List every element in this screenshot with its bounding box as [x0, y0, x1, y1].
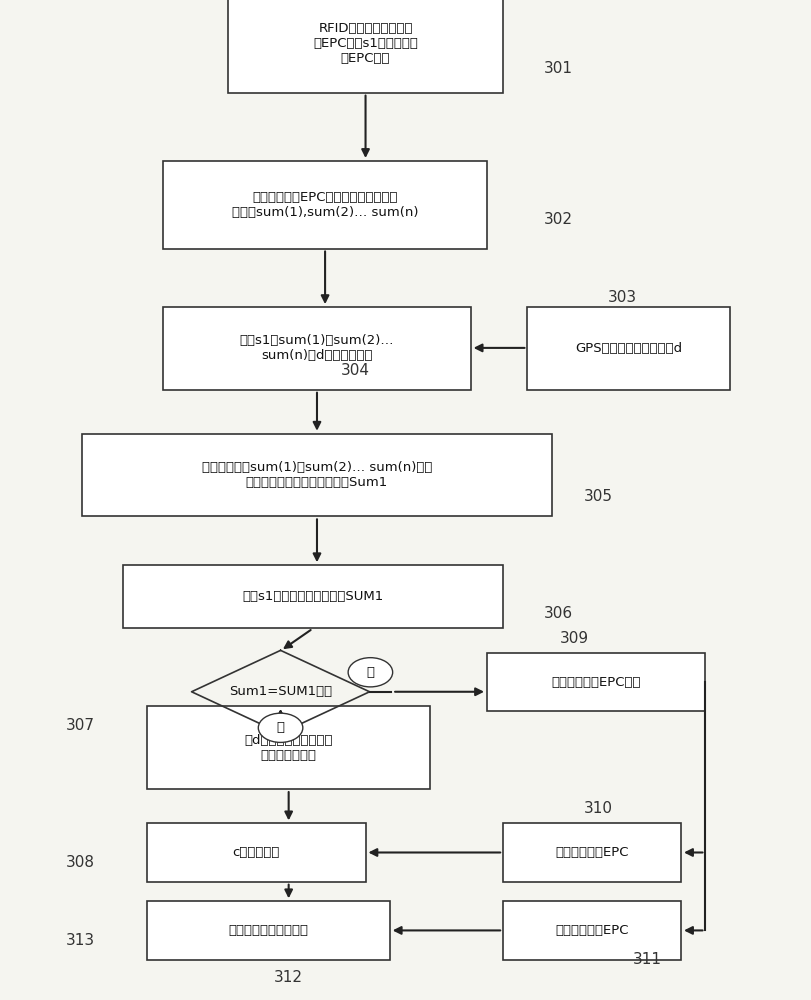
FancyBboxPatch shape: [147, 901, 389, 960]
Text: 311: 311: [632, 952, 661, 967]
Text: 310: 310: [583, 801, 612, 816]
Text: 发送s1、sum(1)、sum(2)…
sum(n)、d到后台服务器: 发送s1、sum(1)、sum(2)… sum(n)、d到后台服务器: [239, 334, 394, 362]
FancyBboxPatch shape: [147, 706, 430, 789]
FancyBboxPatch shape: [503, 901, 680, 960]
Text: 将d写入数据库，延时等
待下一校验过程: 将d写入数据库，延时等 待下一校验过程: [244, 734, 333, 762]
FancyBboxPatch shape: [163, 307, 470, 390]
Text: 304: 304: [341, 363, 370, 378]
Text: 303: 303: [607, 290, 637, 305]
Text: 提取贵重物品EPC编码的后四位得到标
签序列sum(1),sum(2)… sum(n): 提取贵重物品EPC编码的后四位得到标 签序列sum(1),sum(2)… sum…: [232, 191, 418, 219]
Text: 313: 313: [66, 933, 95, 948]
Text: 分析贵重物品EPC序列: 分析贵重物品EPC序列: [551, 676, 640, 689]
FancyBboxPatch shape: [503, 823, 680, 882]
FancyBboxPatch shape: [122, 565, 503, 628]
Text: 异常贵重物品EPC: 异常贵重物品EPC: [555, 924, 628, 937]
Text: 312: 312: [274, 970, 303, 985]
Text: 否: 否: [366, 666, 374, 679]
FancyBboxPatch shape: [487, 653, 705, 711]
Text: GPS模块得到的位置信息d: GPS模块得到的位置信息d: [574, 342, 681, 355]
Text: 依据s1查询后台数据库数据SUM1: 依据s1查询后台数据库数据SUM1: [242, 590, 383, 603]
Text: 该部分出现问题，报警: 该部分出现问题，报警: [228, 924, 308, 937]
Text: Sum1=SUM1吗？: Sum1=SUM1吗？: [229, 685, 332, 698]
Text: 307: 307: [66, 718, 95, 733]
FancyBboxPatch shape: [228, 0, 503, 93]
Text: 306: 306: [543, 606, 572, 621]
Text: 305: 305: [583, 489, 612, 504]
Ellipse shape: [258, 713, 303, 742]
Text: 是: 是: [277, 721, 284, 734]
Text: 302: 302: [543, 212, 572, 227]
Text: RFID读写器获取集装箱
的EPC编码s1和贵重物品
的EPC编码: RFID读写器获取集装箱 的EPC编码s1和贵重物品 的EPC编码: [313, 22, 418, 65]
Text: 301: 301: [543, 61, 572, 76]
FancyBboxPatch shape: [163, 161, 487, 249]
Text: 后台服务器对sum(1)、sum(2)… sum(n)处理
得到综合升序排序的标签序列Sum1: 后台服务器对sum(1)、sum(2)… sum(n)处理 得到综合升序排序的标…: [202, 461, 431, 489]
Text: 309: 309: [559, 631, 588, 646]
Ellipse shape: [348, 658, 393, 687]
Text: c写入数据库: c写入数据库: [232, 846, 280, 859]
FancyBboxPatch shape: [82, 434, 551, 516]
Text: 正常贵重物品EPC: 正常贵重物品EPC: [555, 846, 628, 859]
Text: 308: 308: [66, 855, 95, 870]
FancyBboxPatch shape: [147, 823, 365, 882]
FancyBboxPatch shape: [526, 307, 729, 390]
